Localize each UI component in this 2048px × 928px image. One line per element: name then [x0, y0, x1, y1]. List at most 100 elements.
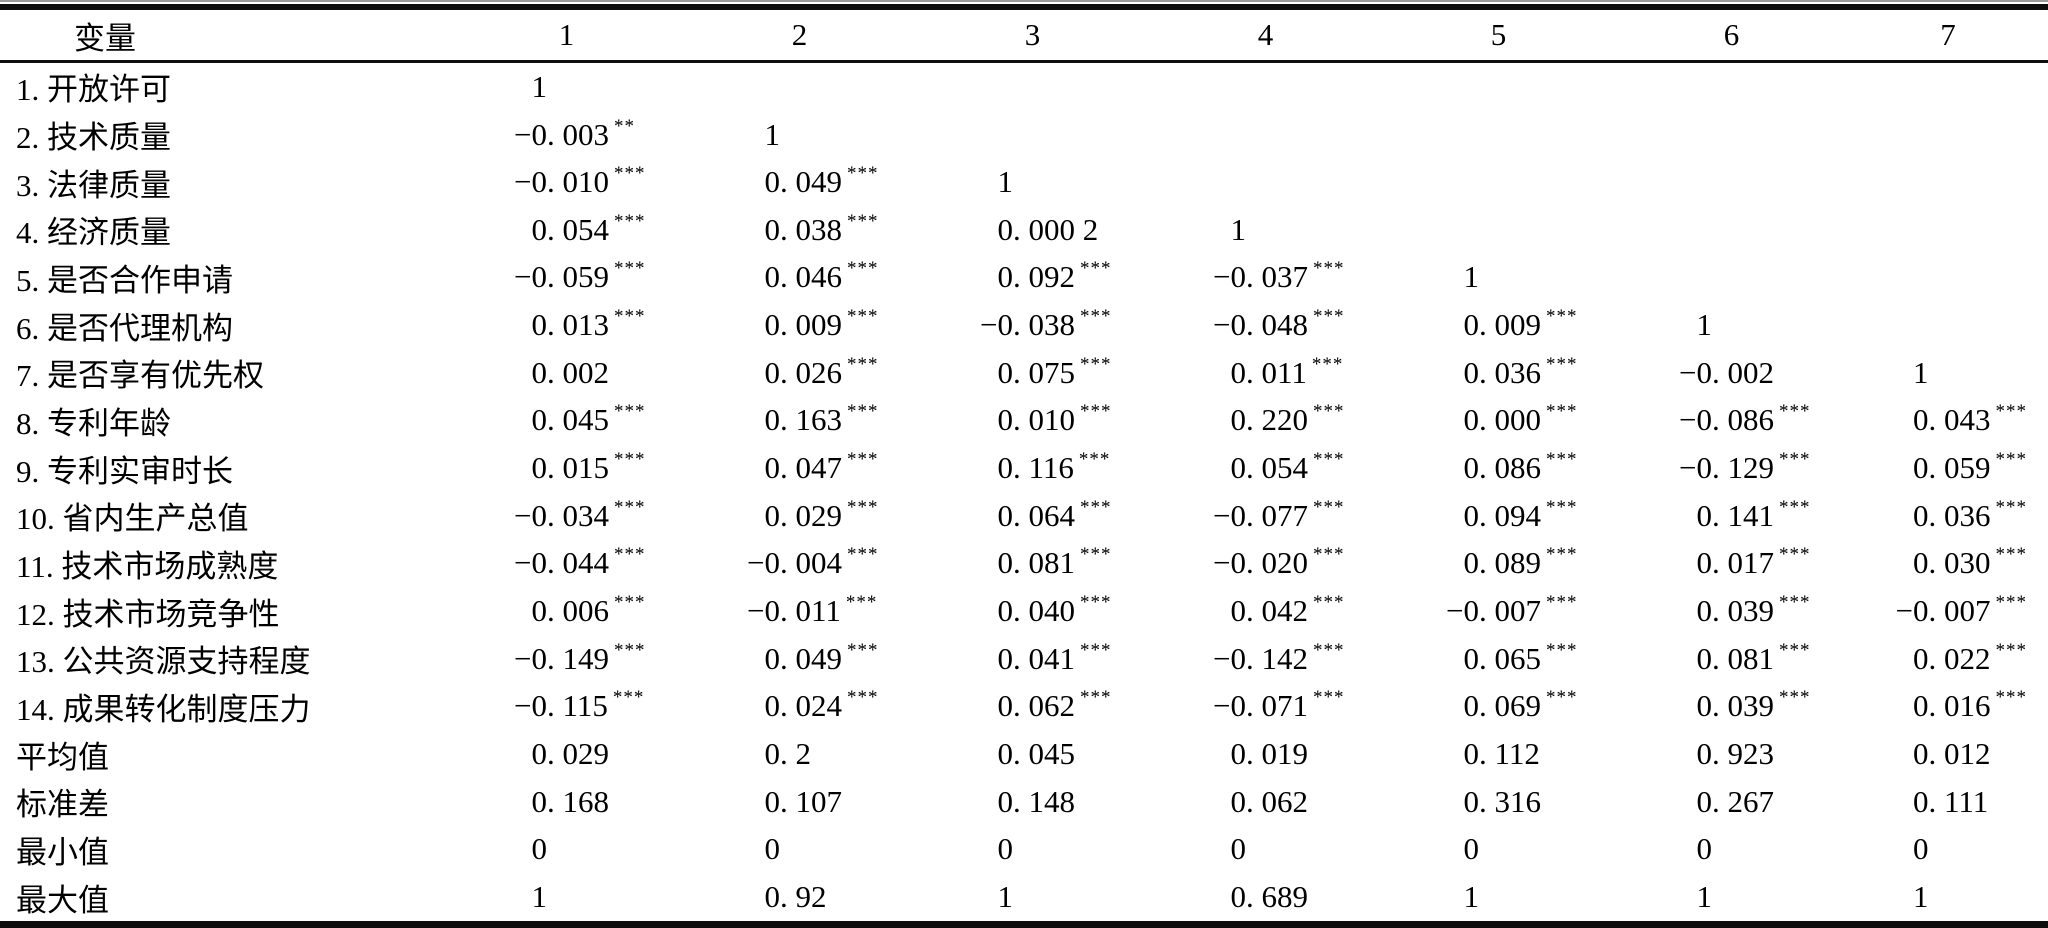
cell-value: 0. 039 ***: [1696, 687, 1811, 724]
significance-stars: ***: [1080, 639, 1112, 661]
cell-value: 0. 045: [997, 736, 1076, 772]
cell-value: 1: [1463, 259, 1480, 295]
value-cell: 0. 062 ***: [916, 683, 1149, 731]
cell-value: 0. 049 ***: [764, 163, 879, 200]
row-label: 标准差: [16, 787, 109, 823]
value-cell: 0. 000 ***: [1382, 397, 1615, 445]
significance-stars: ***: [847, 639, 879, 661]
value-cell: 0. 059 ***: [1848, 444, 2048, 492]
cell-value: 0. 047 ***: [764, 449, 879, 486]
value-cell: 0. 030 ***: [1848, 540, 2048, 588]
minus-sign: −: [1679, 354, 1697, 390]
value-cell: 1: [1848, 873, 2048, 924]
row-label: 9. 专利实审时长: [16, 453, 233, 489]
row-label: 8. 专利年龄: [16, 405, 171, 441]
value-cell: 0. 009 ***: [1382, 301, 1615, 349]
header-col-6: 6: [1723, 17, 1740, 52]
significance-stars: ***: [847, 449, 879, 471]
cell-value: 0: [1463, 831, 1480, 867]
significance-stars: ***: [1546, 592, 1578, 614]
table-header: 变量 1 2 3 4 5 6 7: [0, 7, 2048, 62]
cell-value: 0. 065 ***: [1463, 639, 1578, 676]
value-cell: 1: [1615, 873, 1848, 924]
cell-value: 0. 059 ***: [1913, 449, 2027, 486]
value-cell: −0. 071 ***: [1149, 683, 1382, 731]
value-cell: [1149, 62, 1382, 111]
value-cell: 0. 089 ***: [1382, 540, 1615, 588]
significance-stars: **: [614, 115, 635, 137]
significance-stars: ***: [1313, 401, 1345, 423]
minus-sign: −: [514, 497, 532, 533]
table-row: 13. 公共资源支持程度 −0. 149 *** 0. 049 *** 0. 041 ***…: [0, 635, 2048, 683]
table-row: 6. 是否代理机构 0. 013 *** 0. 009 *** −0. 038 *** −0.…: [0, 301, 2048, 349]
cell-value: −0. 077 ***: [1213, 496, 1345, 533]
minus-sign: −: [1679, 402, 1697, 438]
cell-value: 0. 081 ***: [1696, 639, 1811, 676]
significance-stars: ***: [614, 401, 646, 423]
table-body: 1. 开放许可 1 2. 技术质量 −0. 003 ** 1 3. 法律质量 −0. 010 *…: [0, 62, 2048, 925]
value-cell: −0. 038 ***: [916, 301, 1149, 349]
cell-value: 0. 2: [764, 736, 812, 772]
minus-sign: −: [514, 545, 532, 581]
cell-value: 0. 168: [531, 783, 610, 819]
cell-value: −0. 048 ***: [1213, 306, 1345, 343]
cell-value: 1: [1696, 879, 1713, 915]
table-row: 14. 成果转化制度压力 −0. 115 *** 0. 024 *** 0. 062 ***…: [0, 683, 2048, 731]
cell-value: −0. 142 ***: [1213, 639, 1345, 676]
header-row: 变量 1 2 3 4 5 6 7: [0, 7, 2048, 62]
value-cell: 0. 045: [916, 730, 1149, 778]
cell-value: −0. 071 ***: [1213, 687, 1345, 724]
minus-sign: −: [1679, 450, 1697, 486]
value-cell: [916, 62, 1149, 111]
value-cell: 0. 012: [1848, 730, 2048, 778]
cell-value: 0. 111: [1913, 783, 1989, 819]
significance-stars: ***: [614, 210, 646, 232]
value-cell: −0. 044 ***: [450, 540, 683, 588]
value-cell: −0. 004 ***: [683, 540, 916, 588]
value-cell: 0: [1382, 826, 1615, 874]
value-cell: 1: [1848, 349, 2048, 397]
table-row: 1. 开放许可 1: [0, 62, 2048, 111]
cell-value: 0. 009 ***: [1463, 306, 1578, 343]
table-row: 12. 技术市场竞争性 0. 006 *** −0. 011 *** 0. 040 *** 0…: [0, 587, 2048, 635]
row-label: 7. 是否享有优先权: [16, 358, 264, 394]
value-cell: 0. 054 ***: [1149, 444, 1382, 492]
value-cell: 0. 015 ***: [450, 444, 683, 492]
cell-value: 0. 689: [1230, 879, 1309, 915]
value-cell: 0. 016 ***: [1848, 683, 2048, 731]
cell-value: 0. 024 ***: [764, 687, 879, 724]
value-cell: 0. 069 ***: [1382, 683, 1615, 731]
cell-value: 1: [997, 164, 1014, 200]
significance-stars: ***: [1779, 639, 1811, 661]
value-cell: 0: [1615, 826, 1848, 874]
value-cell: 0. 022 ***: [1848, 635, 2048, 683]
cell-value: 1: [1463, 879, 1480, 915]
value-cell: 0. 041 ***: [916, 635, 1149, 683]
row-label: 2. 技术质量: [16, 120, 171, 155]
cell-value: 0. 043 ***: [1913, 401, 2027, 438]
significance-stars: ***: [847, 353, 879, 375]
value-cell: 0. 111: [1848, 778, 2048, 826]
cell-value: 0. 036 ***: [1913, 496, 2027, 533]
cell-value: 0. 009 ***: [764, 306, 879, 343]
header-col-5: 5: [1490, 17, 1507, 52]
value-cell: 0. 049 ***: [683, 158, 916, 206]
significance-stars: ***: [1546, 639, 1578, 661]
value-cell: 0. 000 2: [916, 206, 1149, 254]
table-row: 最大值 1 0. 92 1 0. 689 1 1 1: [0, 873, 2048, 924]
significance-stars: ***: [1995, 449, 2027, 471]
value-cell: −0. 002: [1615, 349, 1848, 397]
significance-stars: ***: [1313, 496, 1345, 518]
table-row: 10. 省内生产总值 −0. 034 *** 0. 029 *** 0. 064 *** −0…: [0, 492, 2048, 540]
value-cell: −0. 010 ***: [450, 158, 683, 206]
significance-stars: ***: [847, 687, 879, 709]
value-cell: −0. 007 ***: [1382, 587, 1615, 635]
value-cell: −0. 059 ***: [450, 254, 683, 302]
minus-sign: −: [1895, 593, 1913, 629]
significance-stars: ***: [1779, 592, 1811, 614]
significance-stars: ***: [1313, 687, 1345, 709]
significance-stars: ***: [1313, 258, 1345, 280]
cell-value: 0. 075 ***: [997, 353, 1112, 390]
